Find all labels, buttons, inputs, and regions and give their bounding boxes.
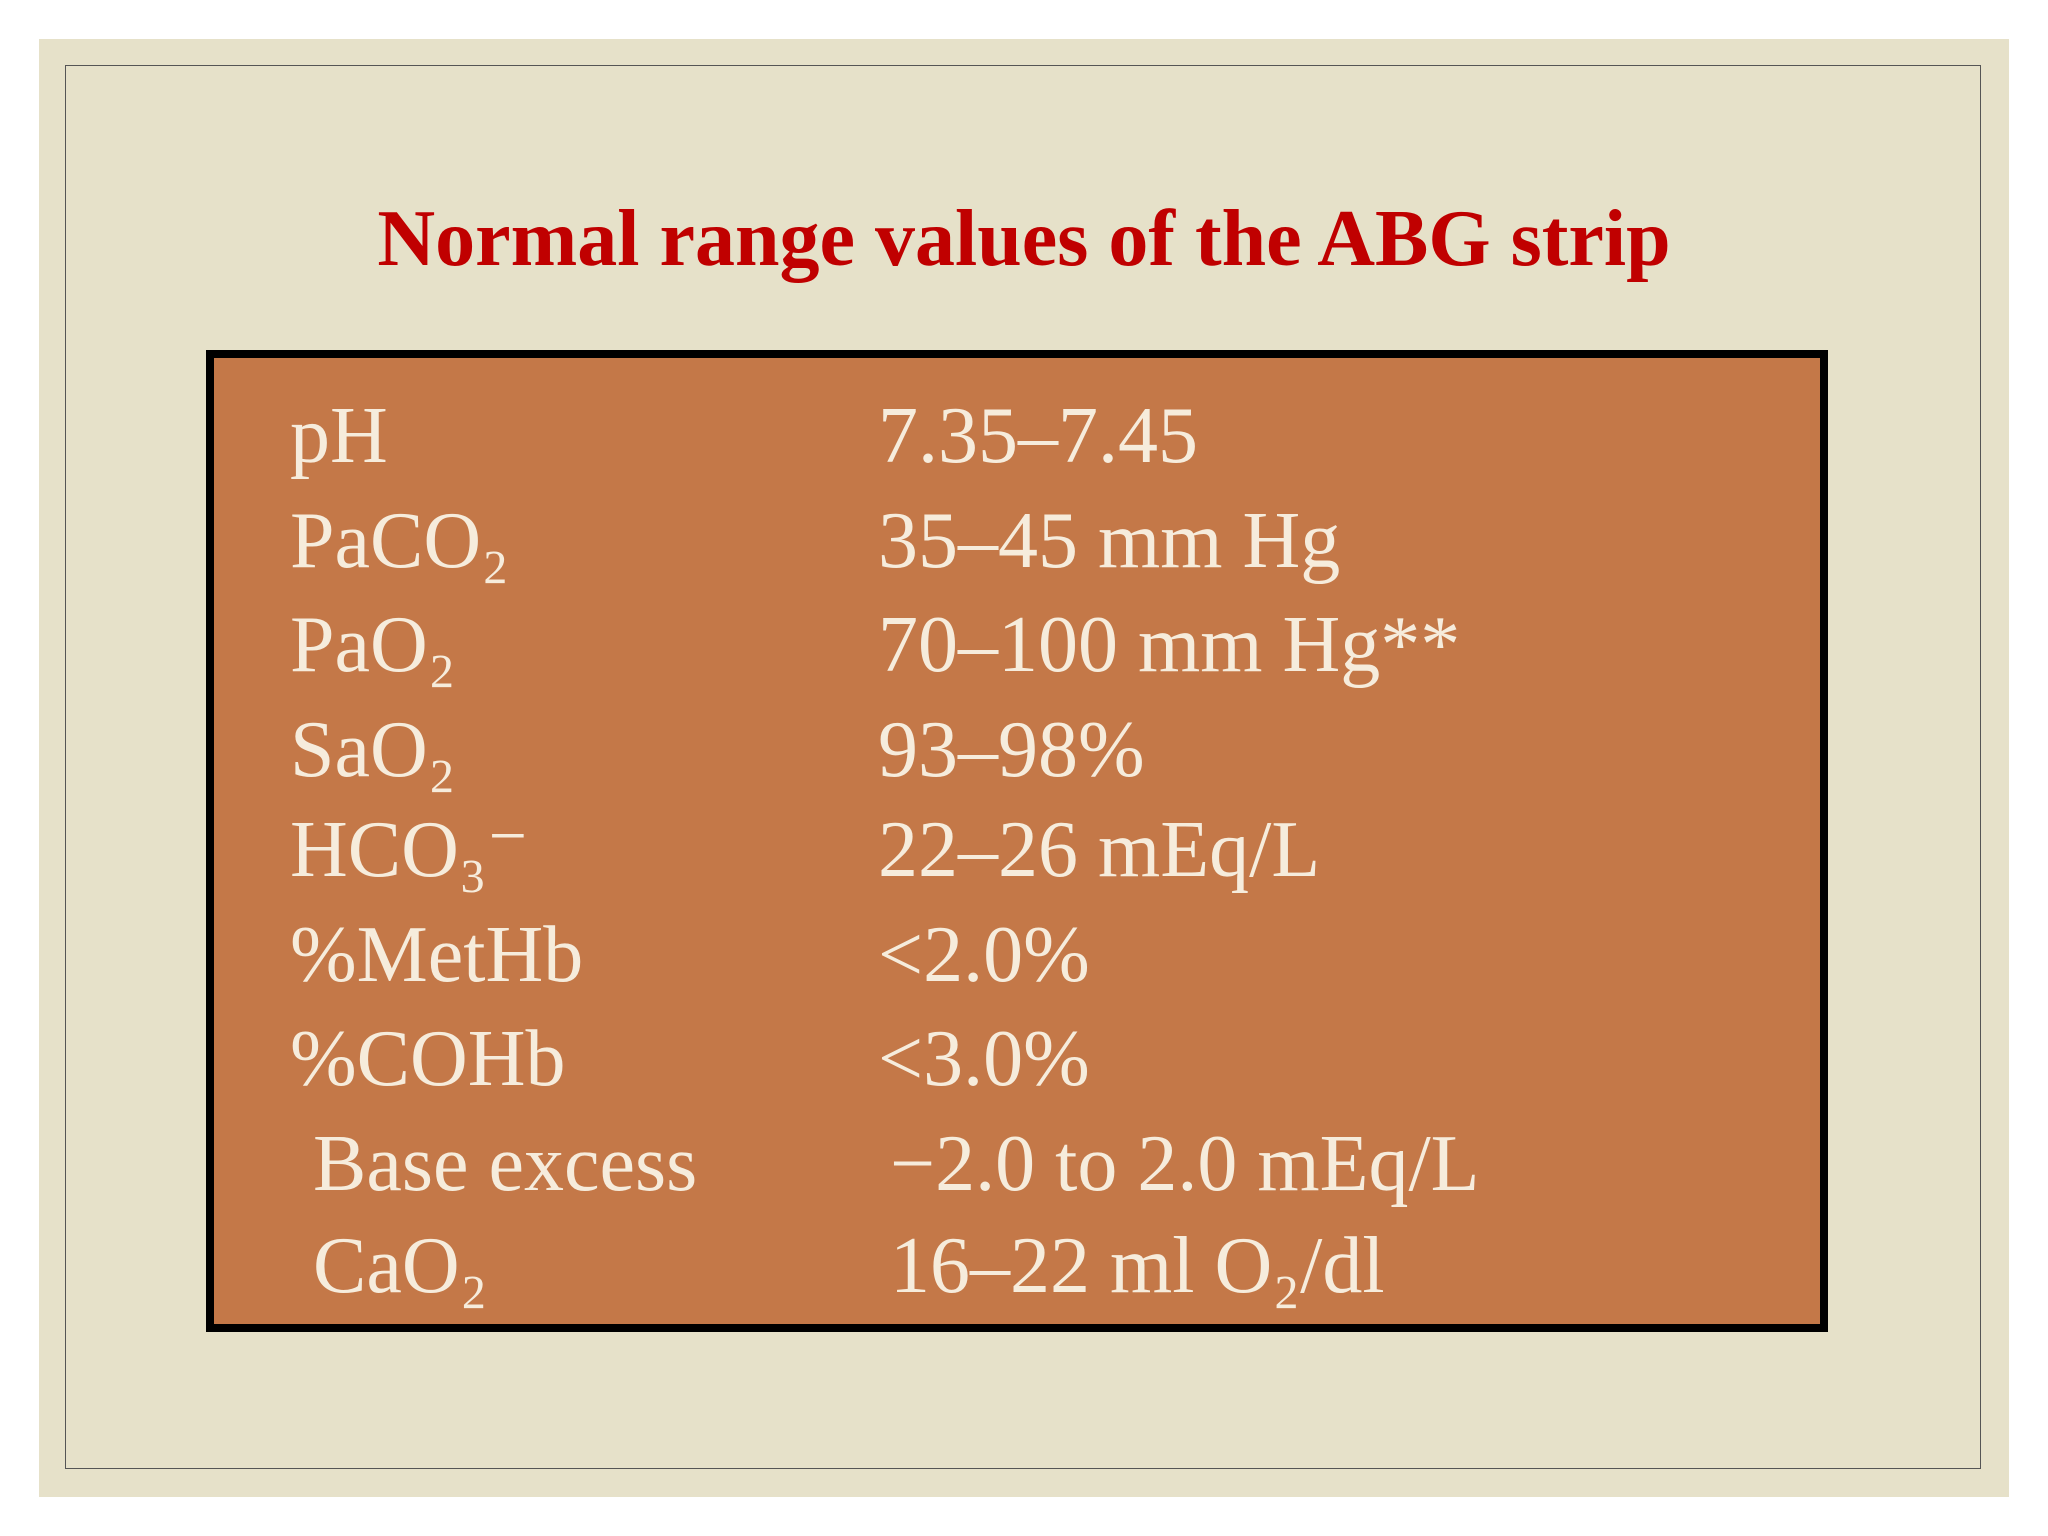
slide-frame [65,65,1981,1469]
table-row: pH 7.35–7.45 [214,386,1820,486]
parameter-name: HCO₃⁻ [290,806,530,894]
parameter-name: %COHb [290,1015,566,1103]
normal-range: 93–98% [878,706,1145,794]
normal-range: 35–45 mm Hg [878,497,1341,585]
table-row: %COHb <3.0% [214,1009,1820,1109]
parameter-name: Base excess [313,1120,698,1208]
slide-title: Normal range values of the ABG strip [377,195,1671,283]
normal-range: 70–100 mm Hg** [878,601,1461,689]
slide: Normal range values of the ABG strip pH 7… [39,39,2009,1497]
table-row: PaO₂ 70–100 mm Hg** [214,595,1820,695]
values-table: pH 7.35–7.45 PaCO₂ 35–45 mm Hg PaO₂ 70–100 mm… [206,350,1828,1332]
table-row: Base excess −2.0 to 2.0 mEq/L [214,1114,1820,1214]
parameter-name: PaCO₂ [290,497,510,585]
parameter-name: %MetHb [290,911,584,999]
parameter-name: pH [290,392,388,480]
parameter-name: PaO₂ [290,601,456,689]
table-row: PaCO₂ 35–45 mm Hg [214,491,1820,591]
normal-range: <3.0% [878,1015,1090,1103]
table-row: HCO₃⁻ 22–26 mEq/L [214,800,1820,900]
normal-range: 16–22 ml O₂/dl [890,1222,1385,1310]
parameter-name: CaO₂ [313,1222,488,1310]
table-row: %MetHb <2.0% [214,905,1820,1005]
parameter-name: SaO₂ [290,706,456,794]
normal-range: <2.0% [878,911,1090,999]
table-row: SaO₂ 93–98% [214,700,1820,800]
table-row: CaO₂ 16–22 ml O₂/dl [214,1216,1820,1316]
normal-range: 7.35–7.45 [878,392,1198,480]
normal-range: 22–26 mEq/L [878,806,1321,894]
normal-range: −2.0 to 2.0 mEq/L [890,1120,1480,1208]
